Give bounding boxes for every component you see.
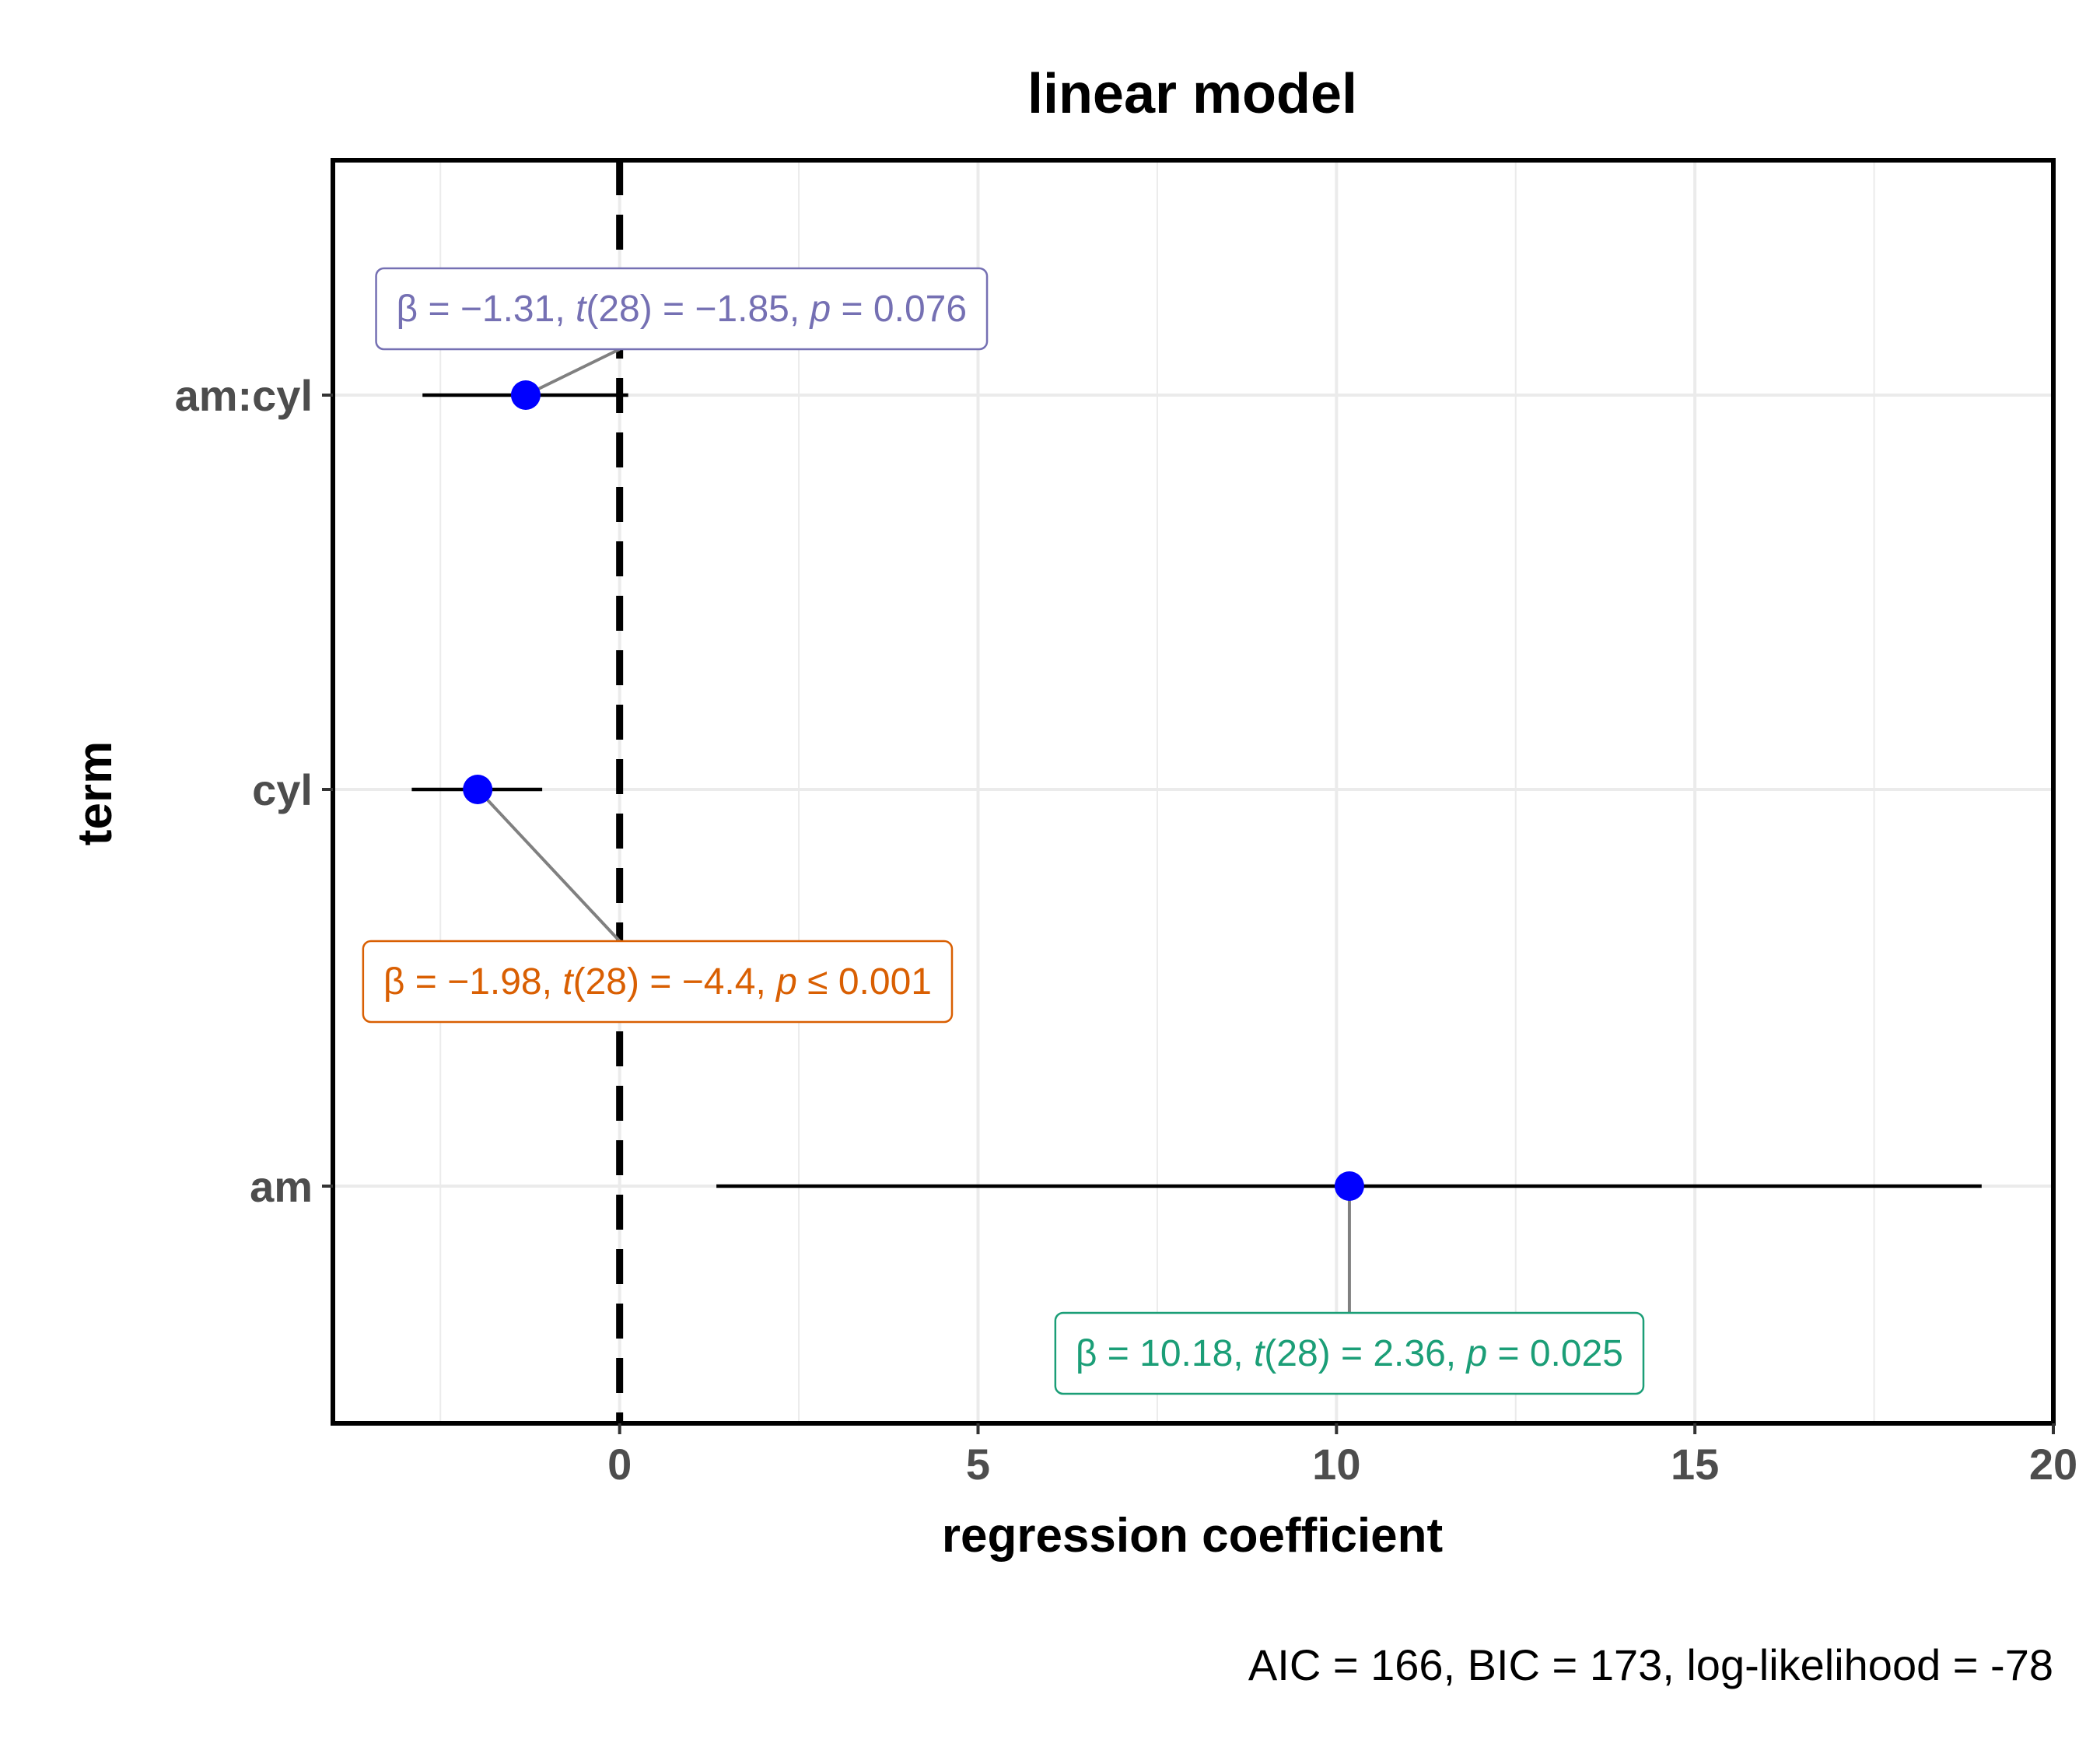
x-tick-label: 5 [966,1440,990,1489]
label-connectors [476,348,1351,1313]
coefficient-label-box [362,940,954,1024]
label-segment: t [1254,1333,1265,1374]
model-fit-caption: AIC = 166, BIC = 173, log-likelihood = -… [1248,1640,2053,1689]
label-segment: (28) = −4.4, [573,961,777,1003]
label-segment: = 0.025 [1487,1333,1623,1374]
coefficient-label: β = 10.18, t(28) = 2.36, p = 0.025 [1054,1311,1645,1395]
label-segment: β = −1.98, [383,961,562,1003]
label-segment: (28) = −1.85, [586,289,810,330]
label-connector [525,348,621,397]
coefficient-points [463,380,1364,1201]
label-segment: p [1465,1333,1487,1374]
label-segment: (28) = 2.36, [1264,1333,1466,1374]
label-segment: p [775,961,797,1003]
y-tick-label: am [250,1162,313,1211]
y-tick-label: am:cyl [175,371,313,420]
coefficient-point [510,380,541,410]
coefficient-point [1334,1171,1364,1201]
y-axis-ticks: am:cyl cyl am [175,371,333,1211]
coefficient-label-text: β = 10.18, t(28) = 2.36, p = 0.025 [1076,1333,1623,1374]
label-connector [476,788,621,943]
coefficient-label: β = −1.98, t(28) = −4.4, p ≤ 0.001 [362,940,954,1024]
coefficient-label-box [1054,1311,1645,1395]
coefficient-label-box [375,267,989,351]
label-segment: t [576,289,587,330]
coefficient-label-text: β = −1.31, t(28) = −1.85, p = 0.076 [397,289,968,330]
label-segment: β = 10.18, [1076,1333,1254,1374]
label-segment: t [562,961,574,1003]
coefficient-point [463,775,493,804]
chart-title: linear model [1027,63,1357,125]
panel-border [331,158,2056,1426]
x-tick-label: 20 [2029,1440,2077,1489]
y-axis-title: term [68,741,122,845]
coefficient-label: β = −1.31, t(28) = −1.85, p = 0.076 [375,267,989,351]
coefficient-label-text: β = −1.98, t(28) = −4.4, p ≤ 0.001 [383,961,932,1003]
label-segment: p [809,289,831,330]
x-tick-label: 15 [1671,1440,1719,1489]
x-axis-ticks: 0 5 10 15 20 [607,1423,2077,1489]
label-segment: ≤ 0.001 [797,961,932,1003]
x-tick-label: 0 [607,1440,632,1489]
label-segment: = 0.076 [831,289,967,330]
x-tick-label: 10 [1312,1440,1360,1489]
y-tick-label: cyl [252,765,313,814]
x-axis-title: regression coefficient [942,1509,1443,1563]
label-segment: β = −1.31, [397,289,576,330]
